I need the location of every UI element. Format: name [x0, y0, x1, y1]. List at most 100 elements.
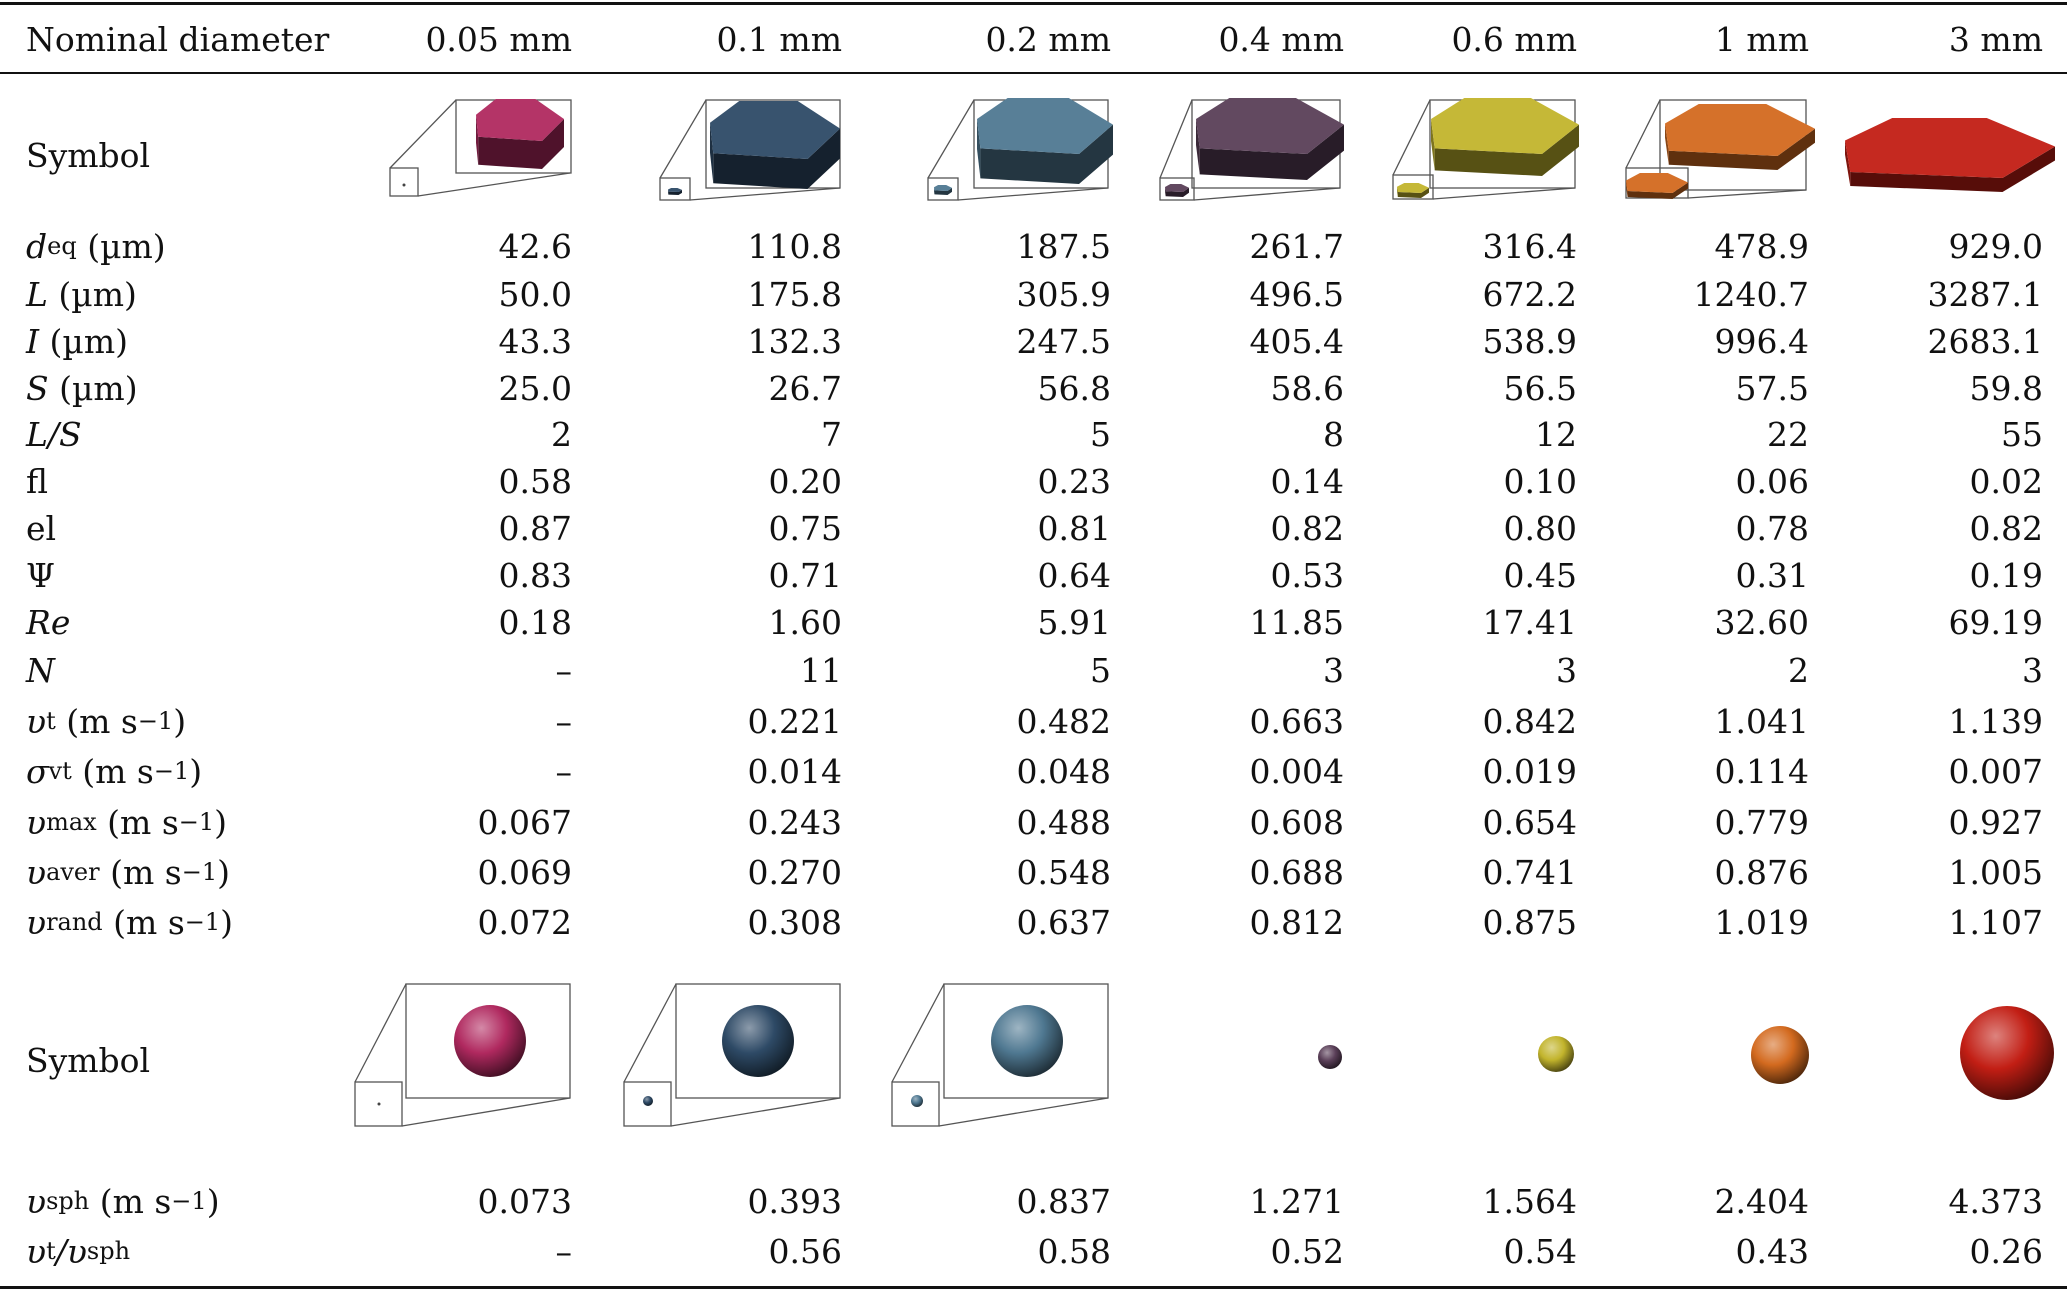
table-cell: 1.271 [1249, 1181, 1344, 1221]
table-cell: 2 [551, 414, 572, 454]
row-label-symbol: υ [26, 852, 47, 892]
table-cell: 22 [1767, 414, 1809, 454]
table-cell: 0.072 [477, 902, 572, 942]
table-cell: 187.5 [1016, 226, 1111, 266]
table-cell: – [555, 751, 573, 791]
table-cell: 58.6 [1270, 368, 1344, 408]
table-cell: 5 [1090, 650, 1111, 690]
row-label-unit: (µm) [39, 321, 129, 361]
row-label-el: el [26, 502, 56, 554]
table-cell: 57.5 [1735, 368, 1809, 408]
table-cell: 0.02 [1969, 461, 2043, 501]
table-cell: 0.779 [1714, 802, 1809, 842]
table-cell: 69.19 [1948, 602, 2043, 642]
header-col: 0.2 mm [985, 19, 1111, 59]
table-cell: 55 [2001, 414, 2043, 454]
table-cell: 56.5 [1503, 368, 1577, 408]
table-cell: 0.663 [1249, 701, 1344, 741]
table-row: υ aver (m s −1) 0.069 0.270 0.548 0.688 0.741 0.… [0, 846, 2067, 898]
table-cell: 0.837 [1016, 1181, 1111, 1221]
table-cell: 0.82 [1969, 508, 2043, 548]
symbol-label: Symbol [26, 1040, 151, 1080]
row-label-symbol: υ [66, 1231, 87, 1271]
table-cell: 0.069 [477, 852, 572, 892]
header-col: 0.05 mm [425, 19, 572, 59]
table-row: Re 0.18 1.60 5.91 11.85 17.41 32.60 69.19 [0, 596, 2067, 648]
table-cell: 0.875 [1482, 902, 1577, 942]
row-label-unit: (m s [89, 1181, 172, 1221]
table-cell: 247.5 [1016, 321, 1111, 361]
row-label-unit: ) [173, 701, 187, 741]
row-label-vmax: υ max (m s −1) [26, 802, 228, 842]
table-cell: 0.23 [1037, 461, 1111, 501]
table-cell: 261.7 [1249, 226, 1344, 266]
table-cell: 0.842 [1482, 701, 1577, 741]
table-row: el 0.87 0.75 0.81 0.82 0.80 0.78 0.82 [0, 502, 2067, 554]
table-cell: 1.019 [1714, 902, 1809, 942]
row-label-Re: Re [26, 596, 70, 648]
table-cell: 0.45 [1503, 555, 1577, 595]
table-cell: 3 [1556, 650, 1577, 690]
table-cell: 0.58 [1037, 1231, 1111, 1271]
header-row: Nominal diameter 0.05 mm 0.1 mm 0.2 mm 0… [0, 8, 2067, 70]
row-label-unit: ) [220, 902, 234, 942]
header-label: Nominal diameter [26, 19, 330, 59]
row-label-I: I (µm) [26, 315, 128, 367]
row-label-unit: (m s [102, 902, 185, 942]
table-cell: 3 [1323, 650, 1344, 690]
row-label-unit: (m s [99, 852, 182, 892]
row-label-unit: (m s [71, 751, 154, 791]
table-cell: 0.007 [1948, 751, 2043, 791]
table-cell: 0.548 [1016, 852, 1111, 892]
row-label-unit: ) [189, 751, 203, 791]
symbol-row-prism: Symbol [0, 95, 2067, 215]
row-label-unit: (µm) [47, 274, 137, 314]
table-row: fl 0.58 0.20 0.23 0.14 0.10 0.06 0.02 [0, 455, 2067, 507]
header-col: 0.1 mm [716, 19, 842, 59]
table-cell: 305.9 [1016, 274, 1111, 314]
row-label-vsph: υ sph (m s −1) [26, 1181, 220, 1221]
table-cell: 0.19 [1969, 555, 2043, 595]
table-row: υ sph (m s −1) 0.073 0.393 0.837 1.271 1.564 2.4… [0, 1175, 2067, 1227]
row-label-symbol: υ [26, 802, 47, 842]
table-cell: – [555, 650, 573, 690]
table-row: d eq (µm) 42.6 110.8 187.5 261.7 316.4 478.9 929… [0, 220, 2067, 272]
header-col: 0.6 mm [1451, 19, 1577, 59]
table-row: L (µm) 50.0 175.8 305.9 496.5 672.2 1240.7 3287… [0, 268, 2067, 320]
table-cell: 0.87 [498, 508, 572, 548]
table-row: I (µm) 43.3 132.3 247.5 405.4 538.9 996.4 2683.… [0, 315, 2067, 367]
row-label-deq: d eq (µm) [26, 226, 166, 266]
row-label-symbol: I [26, 321, 40, 361]
table-cell: 25.0 [498, 368, 572, 408]
table-cell: 0.393 [747, 1181, 842, 1221]
row-label-symbol: Re [26, 602, 71, 642]
table-cell: 11 [800, 650, 842, 690]
table-cell: 11.85 [1249, 602, 1344, 642]
table-row: S (µm) 25.0 26.7 56.8 58.6 56.5 57.5 59.8 [0, 362, 2067, 414]
table-cell: 1.005 [1948, 852, 2043, 892]
table-cell: 0.482 [1016, 701, 1111, 741]
table-cell: 5 [1090, 414, 1111, 454]
table-row: N – 11 5 3 3 2 3 [0, 644, 2067, 696]
row-label-symbol: υ [26, 1231, 47, 1271]
table-cell: 3287.1 [1927, 274, 2043, 314]
header-rule [0, 72, 2067, 74]
top-rule [0, 2, 2067, 5]
table-cell: 0.270 [747, 852, 842, 892]
table-cell: 0.073 [477, 1181, 572, 1221]
table-cell: 672.2 [1482, 274, 1577, 314]
row-label-symbol: L [26, 274, 48, 314]
row-label-symbol: d [26, 226, 48, 266]
row-label-symbol: υ [26, 701, 47, 741]
row-label-unit: (µm) [48, 368, 138, 408]
table-cell: 2.404 [1714, 1181, 1809, 1221]
row-label-vrand: υ rand (m s −1) [26, 902, 234, 942]
table-cell: 1.564 [1482, 1181, 1577, 1221]
table-cell: 0.82 [1270, 508, 1344, 548]
table-cell: 42.6 [498, 226, 572, 266]
row-label-divider: / [55, 1231, 67, 1271]
row-label-L: L (µm) [26, 268, 137, 320]
table-cell: 0.114 [1714, 751, 1809, 791]
table-cell: 496.5 [1249, 274, 1344, 314]
